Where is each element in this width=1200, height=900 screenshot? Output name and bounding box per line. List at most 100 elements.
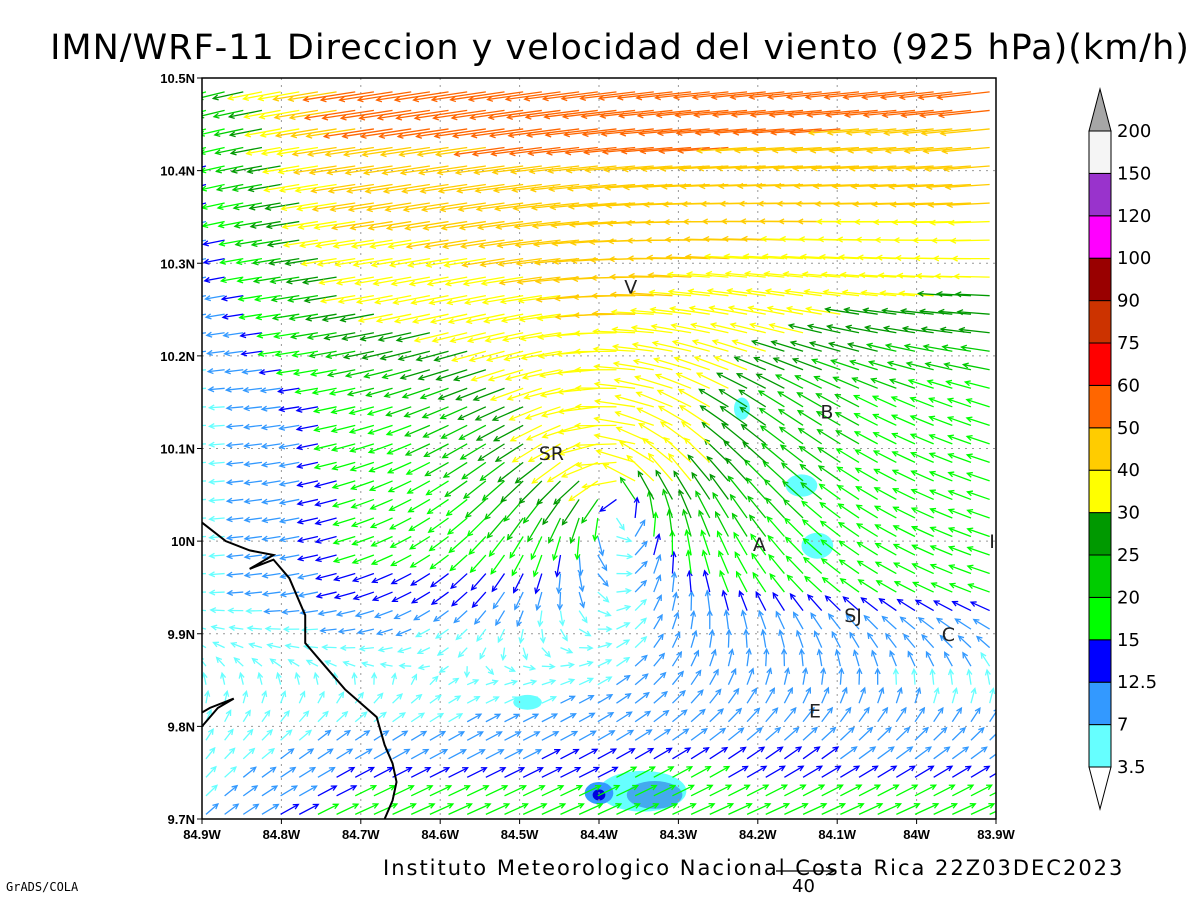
wind-vector-shaft [392, 693, 403, 704]
wind-vector-head [823, 686, 830, 694]
wind-vector [242, 386, 263, 393]
wind-vector [401, 387, 431, 399]
wind-vector-head [240, 350, 248, 357]
wind-vector-head [777, 218, 785, 225]
wind-vector [281, 220, 319, 230]
wind-vector [434, 628, 449, 639]
wind-vector-shaft [578, 785, 601, 797]
wind-vector-head [928, 489, 936, 496]
wind-vector [854, 449, 879, 463]
wind-vector-shaft [541, 647, 551, 658]
wind-vector-head [498, 279, 506, 286]
wind-vector [751, 552, 767, 574]
wind-vector-head [516, 749, 524, 755]
wind-vector [261, 709, 271, 723]
wind-vector-head [185, 149, 190, 154]
wind-vector-head [695, 490, 701, 498]
wind-vector-shaft [839, 559, 860, 575]
wind-vector-head [884, 147, 892, 154]
wind-vector [287, 295, 319, 303]
wind-vector-shaft [655, 470, 674, 500]
wind-vector [436, 647, 449, 656]
wind-vector-head [925, 183, 933, 190]
wind-vector-shaft [261, 710, 271, 723]
wind-vector-shaft [746, 765, 767, 778]
wind-vector-head [956, 309, 964, 316]
wind-vector-shaft [597, 730, 615, 741]
wind-vector [928, 397, 953, 408]
wind-vector-shaft [690, 630, 697, 648]
wind-vector-head [798, 648, 805, 655]
wind-vector-head [718, 549, 724, 557]
wind-vector-shaft [671, 592, 677, 611]
wind-vector [215, 183, 244, 192]
wind-vector-head [270, 296, 278, 303]
wind-vector [372, 276, 412, 287]
wind-vector [716, 530, 730, 556]
wind-vector [413, 610, 431, 621]
map-title: IMN/WRF-11 Direccion y velocidad del vie… [50, 28, 1190, 68]
wind-vector-head [219, 258, 227, 265]
wind-vector-head [807, 129, 815, 136]
wind-vector [754, 165, 804, 172]
wind-vector [243, 498, 263, 505]
wind-vector [541, 663, 556, 670]
wind-vector [616, 693, 632, 704]
wind-vector-shaft [524, 387, 561, 399]
wind-vector [473, 165, 524, 176]
wind-vector-head [445, 509, 453, 517]
wind-vector-shaft [854, 413, 878, 426]
wind-vector [745, 477, 767, 500]
wind-vector-shaft [221, 673, 226, 685]
wind-vector-head [601, 148, 609, 155]
wind-vector [290, 128, 337, 139]
wind-vector [220, 671, 227, 685]
wind-vector [314, 572, 337, 581]
wind-vector-shaft [350, 461, 375, 471]
wind-vector-shaft [410, 785, 433, 797]
wind-vector [597, 694, 614, 704]
wind-vector [758, 407, 785, 426]
wind-vector [753, 356, 785, 371]
wind-vector [348, 406, 375, 416]
wind-vector [233, 657, 244, 667]
wind-vector-head [745, 288, 753, 295]
wind-vector-head [452, 375, 460, 382]
wind-vector [933, 746, 951, 760]
wind-vector-shaft [354, 711, 368, 723]
wind-vector [261, 728, 274, 741]
wind-vector-head [755, 590, 762, 598]
wind-vector-head [708, 305, 716, 312]
wind-vector-head [628, 272, 635, 280]
wind-vector-shaft [522, 749, 542, 760]
wind-vector [317, 748, 334, 760]
wind-vector-head [751, 129, 759, 136]
wind-vector-shaft [536, 480, 561, 505]
wind-vector [788, 128, 841, 136]
wind-vector [774, 374, 804, 389]
wind-vector-shaft [689, 307, 729, 315]
wind-vector [464, 498, 487, 519]
wind-vector [765, 784, 789, 797]
wind-vector-shaft [858, 727, 873, 741]
wind-vector-head [223, 689, 230, 697]
wind-vector-head [563, 131, 571, 138]
wind-vector [240, 350, 263, 357]
wind-vector-head [332, 520, 340, 527]
wind-vector-head [534, 277, 542, 285]
wind-vector-head [188, 277, 193, 282]
wind-vector-head [424, 767, 432, 773]
wind-vector-shaft [548, 517, 562, 543]
wind-vector-shaft [877, 765, 897, 778]
wind-vector [541, 696, 558, 704]
wind-vector-shaft [856, 486, 879, 501]
wind-vector [429, 730, 447, 741]
wind-vector-shaft [700, 405, 729, 426]
wind-vector-shaft [863, 309, 897, 315]
wind-vector-shaft [241, 350, 263, 355]
wind-vector-shaft [597, 676, 612, 686]
wind-vector-shaft [532, 202, 580, 209]
wind-vector [678, 488, 692, 519]
wind-vector-head [808, 706, 815, 714]
wind-vector-head [801, 500, 808, 507]
